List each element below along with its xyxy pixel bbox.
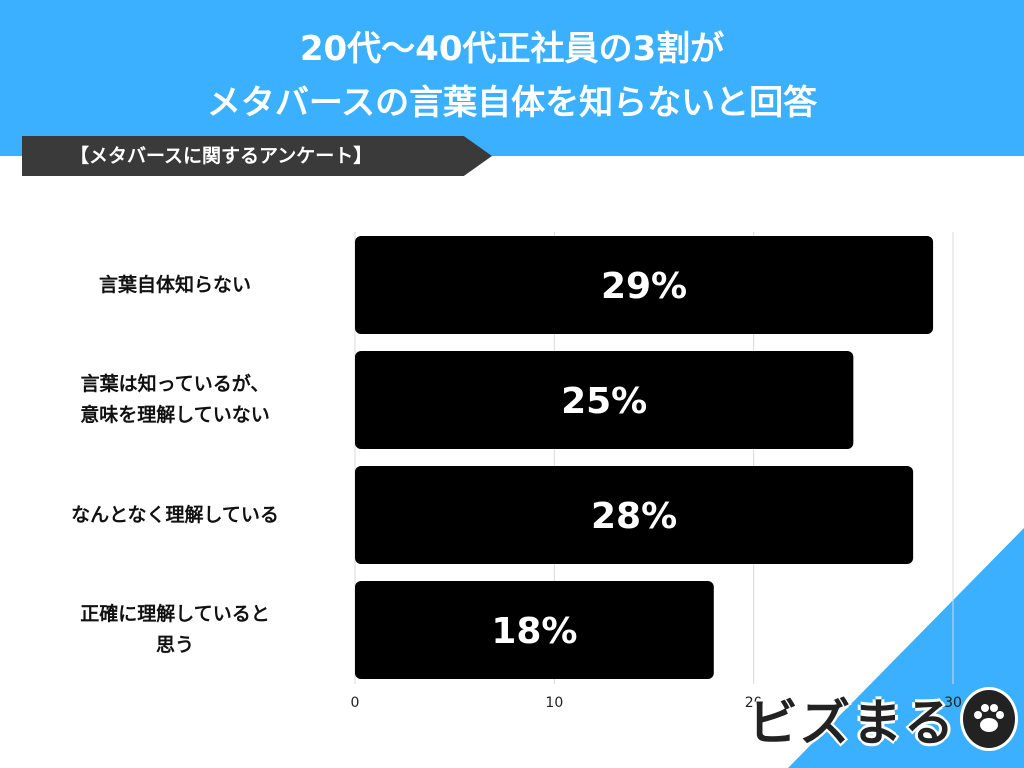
category-label-line: 意味を理解していない <box>80 404 270 426</box>
brand-logo: ビズまる <box>748 684 1018 754</box>
category-label-3: 正確に理解していると 思う <box>20 581 330 679</box>
tick-label-20: 20 <box>745 695 763 711</box>
survey-ribbon: 【メタバースに関するアンケート】 <box>22 136 492 176</box>
category-label-line: 言葉自体知らない <box>98 273 251 296</box>
bar-1 <box>355 351 854 449</box>
tick-label-30: 30 <box>944 695 962 711</box>
category-label-line: 正確に理解していると <box>80 603 270 625</box>
tick-label-10: 10 <box>545 695 563 711</box>
category-label-line: なんとなく理解している <box>71 503 279 526</box>
category-label-0: 言葉自体知らない <box>20 236 330 334</box>
header-banner: 20代〜40代正社員の3割が メタバースの言葉自体を知らないと回答 <box>0 0 1024 156</box>
title-line-2: メタバースの言葉自体を知らないと回答 <box>206 83 818 123</box>
category-label-1: 言葉は知っているが、 意味を理解していない <box>20 351 330 449</box>
category-label-line: 思う <box>155 634 194 656</box>
category-label-2: なんとなく理解している <box>20 466 330 564</box>
data-label-3: 18% <box>491 611 577 652</box>
ribbon-label: 【メタバースに関するアンケート】 <box>70 145 373 167</box>
paw-icon <box>960 687 1018 751</box>
data-label-0: 29% <box>601 266 687 307</box>
tick-label-0: 0 <box>351 695 360 711</box>
category-label-line: 言葉は知っているが、 <box>80 373 270 395</box>
logo-text: ビズまる <box>748 694 956 752</box>
data-label-2: 28% <box>591 496 677 537</box>
bar-0 <box>355 236 934 334</box>
title-line-1: 20代〜40代正社員の3割が <box>299 29 725 69</box>
bar-3 <box>355 581 714 679</box>
data-label-1: 25% <box>561 381 647 422</box>
page-title: 20代〜40代正社員の3割が メタバースの言葉自体を知らないと回答 <box>0 22 1024 130</box>
bar-2 <box>355 466 914 564</box>
